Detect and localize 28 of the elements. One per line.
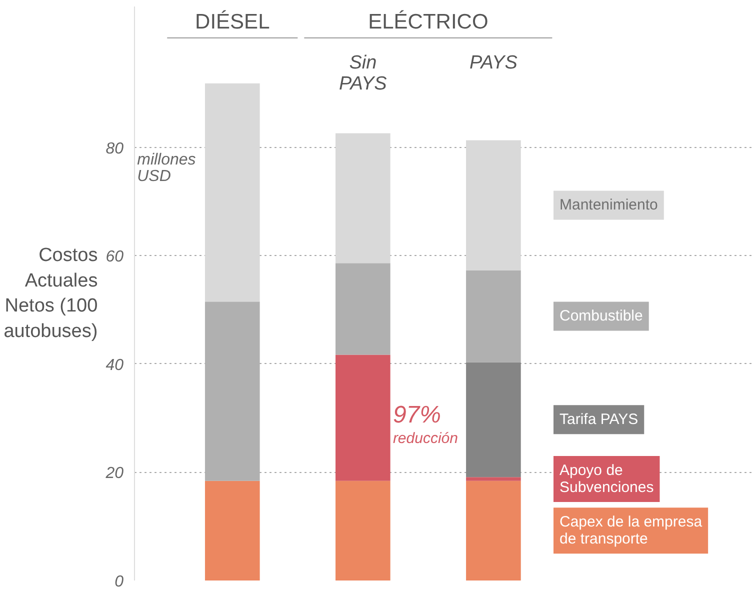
text: Capex de la empresa de transporte [559,514,703,548]
annotation: millones USD [137,152,196,185]
text: Mantenimiento [559,196,658,214]
x-tick-label: Sin PAYS [338,52,388,95]
y-tick-label: 80 [106,140,124,158]
bar [336,354,390,481]
bar [466,140,521,270]
annotation: ELÉCTRICO [368,10,488,34]
x-tick-label: DIÉSEL [195,10,270,34]
bar [204,83,260,302]
bar [466,270,521,362]
bar [466,480,521,580]
y-tick-label: 0 [114,574,124,590]
bar [204,480,260,580]
bar [336,480,390,580]
x-tick-label: PAYS [470,52,518,74]
text: Apoyo de Subvenciones [559,462,654,496]
bar [336,263,390,355]
y-tick-label: 40 [106,356,124,374]
annotation: 97% reducción [392,402,458,448]
bar [336,133,390,264]
bar [466,362,521,478]
text: Combustible [559,308,643,325]
text: Tarifa PAYS [559,411,638,428]
y-axis-title: Costos Actuales Netos (100 autobuses) [4,245,98,342]
y-tick-label: 60 [106,248,124,266]
bar [466,477,521,481]
y-tick-label: 20 [104,465,124,482]
